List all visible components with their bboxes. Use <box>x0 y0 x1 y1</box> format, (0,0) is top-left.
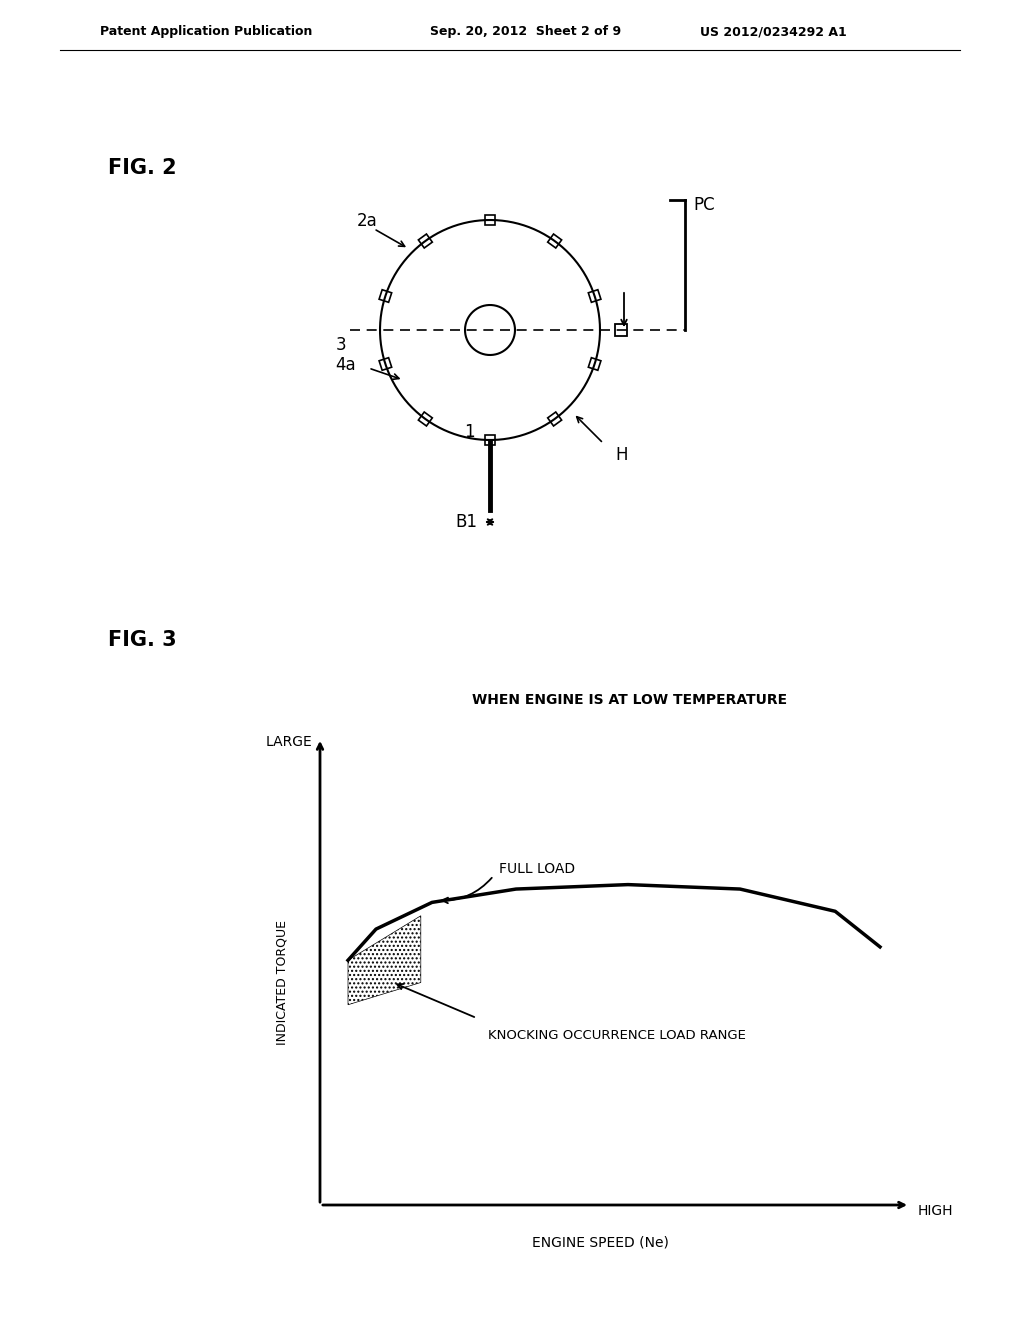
Text: KNOCKING OCCURRENCE LOAD RANGE: KNOCKING OCCURRENCE LOAD RANGE <box>488 1030 745 1043</box>
Polygon shape <box>419 412 432 426</box>
Text: US 2012/0234292 A1: US 2012/0234292 A1 <box>700 25 847 38</box>
Text: HIGH: HIGH <box>918 1204 953 1218</box>
Text: 3: 3 <box>336 337 346 354</box>
Polygon shape <box>379 358 392 371</box>
Text: FULL LOAD: FULL LOAD <box>500 862 575 876</box>
Text: FIG. 2: FIG. 2 <box>108 158 176 178</box>
Text: LARGE: LARGE <box>265 735 312 748</box>
Polygon shape <box>589 289 601 302</box>
Polygon shape <box>589 358 601 371</box>
Polygon shape <box>485 436 495 445</box>
Text: H: H <box>615 446 628 465</box>
Polygon shape <box>548 234 561 248</box>
Text: WHEN ENGINE IS AT LOW TEMPERATURE: WHEN ENGINE IS AT LOW TEMPERATURE <box>472 693 787 708</box>
Text: PC: PC <box>693 195 715 214</box>
Text: 4a: 4a <box>336 356 356 374</box>
Polygon shape <box>485 215 495 224</box>
Text: FIG. 3: FIG. 3 <box>108 630 176 649</box>
Text: INDICATED TORQUE: INDICATED TORQUE <box>275 920 289 1045</box>
Text: ENGINE SPEED (Ne): ENGINE SPEED (Ne) <box>531 1236 669 1250</box>
Polygon shape <box>548 412 561 426</box>
Text: B1: B1 <box>455 513 477 531</box>
Text: Patent Application Publication: Patent Application Publication <box>100 25 312 38</box>
Text: Sep. 20, 2012  Sheet 2 of 9: Sep. 20, 2012 Sheet 2 of 9 <box>430 25 622 38</box>
Text: 1: 1 <box>464 422 475 441</box>
Polygon shape <box>379 289 392 302</box>
Bar <box>615 323 627 337</box>
Text: 2a: 2a <box>356 211 378 230</box>
Polygon shape <box>419 234 432 248</box>
